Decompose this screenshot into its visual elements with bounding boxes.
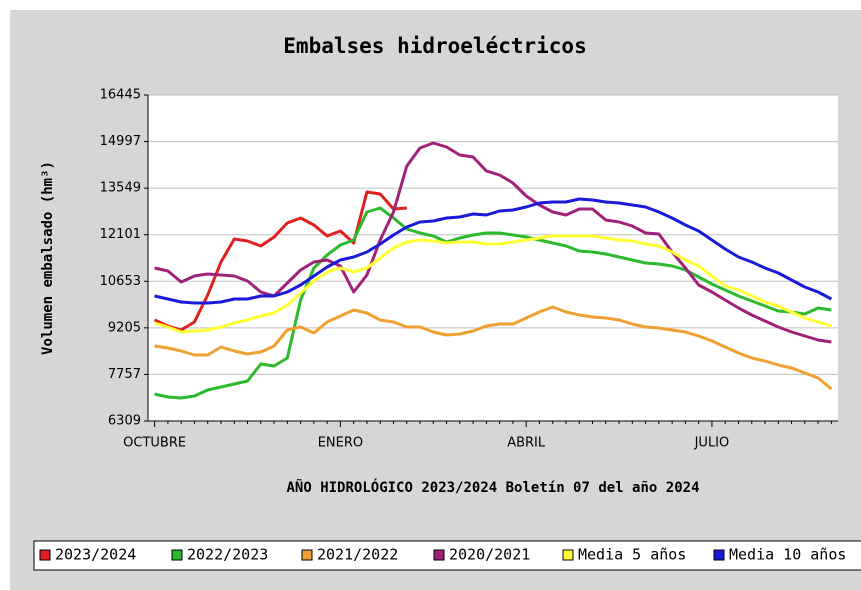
y-tick-label: 9205 [108,320,141,335]
y-tick-label: 13549 [100,181,141,196]
y-tick-label: 10653 [100,274,141,289]
series-line [154,305,833,391]
legend-label: 2022/2023 [187,546,268,564]
x-tick-label: ENERO [318,436,363,451]
y-tick-label: 6309 [108,414,141,429]
legend-label: 2020/2021 [449,546,530,564]
legend-swatch [433,549,445,561]
y-axis-title: Volumen embalsado (hm³) [40,161,56,355]
x-tick-label: JULIO [694,436,730,451]
legend-swatch [39,549,51,561]
legend-label: 2021/2022 [317,546,398,564]
x-tick-label: ABRIL [507,436,546,451]
y-tick-label: 12101 [100,227,141,242]
legend-label: 2023/2024 [55,546,136,564]
y-tick-label: 7757 [108,367,141,382]
legend-swatch [171,549,183,561]
legend-label: Media 10 años [729,546,846,564]
legend-swatch [713,549,725,561]
series-line [154,141,832,344]
plot-area [148,95,838,421]
legend-swatch [562,549,574,561]
series-line [153,190,407,332]
series-line [154,234,832,334]
legend-swatch [301,549,313,561]
series-line [154,197,833,305]
y-tick-label: 16445 [100,88,141,103]
y-tick-label: 14997 [100,134,141,149]
chart-title: Embalses hidroeléctricos [283,34,586,58]
x-tick-label: OCTUBRE [123,436,186,451]
x-axis-title: AÑO HIDROLÓGICO 2023/2024 Boletín 07 del… [286,478,699,496]
legend-label: Media 5 años [578,546,686,564]
series-line [154,206,832,400]
